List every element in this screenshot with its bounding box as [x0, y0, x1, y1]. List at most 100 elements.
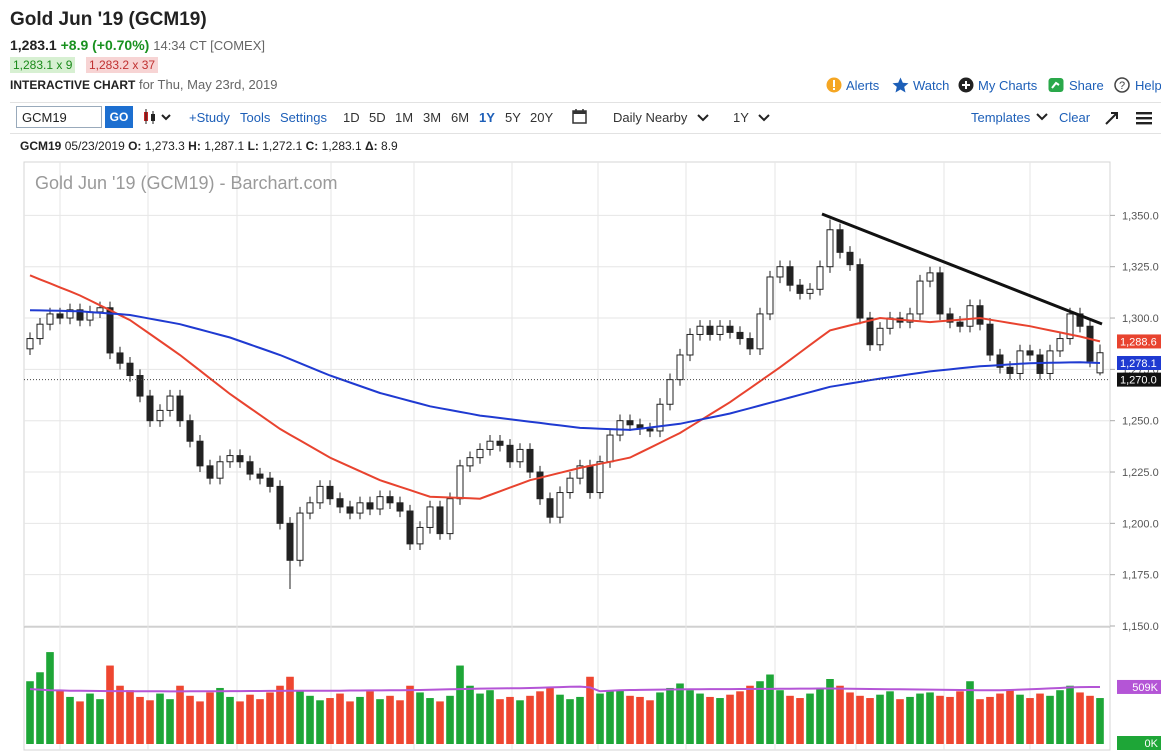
- y-tick-label: 1,300.0: [1122, 313, 1159, 325]
- candle-body: [266, 477, 274, 487]
- volume-bar: [566, 699, 574, 744]
- candle-body: [196, 440, 204, 467]
- expand-button[interactable]: [1104, 110, 1120, 126]
- candle-body: [426, 506, 434, 528]
- candle-body: [576, 465, 584, 479]
- range-button[interactable]: 1D: [343, 110, 360, 125]
- candle-body: [786, 266, 794, 286]
- range-button[interactable]: 6M: [451, 110, 470, 125]
- help-link[interactable]: ? Help: [1114, 77, 1161, 93]
- candle-body: [686, 333, 694, 356]
- volume-bar: [716, 698, 724, 744]
- candle-body: [166, 395, 174, 411]
- settings-button[interactable]: Settings: [280, 110, 327, 125]
- volume-bar: [26, 681, 34, 744]
- volume-bar: [46, 652, 54, 744]
- link-text: Alerts: [846, 77, 880, 93]
- chart-date: for Thu, May 23rd, 2019: [138, 77, 278, 92]
- candle-body: [1056, 338, 1064, 352]
- candle-body: [226, 455, 234, 463]
- volume-bar: [706, 696, 714, 744]
- range-button[interactable]: 5Y: [505, 110, 521, 125]
- watch-link[interactable]: Watch: [892, 77, 949, 93]
- volume-bar: [316, 700, 324, 744]
- candle-body: [336, 498, 344, 508]
- range-button[interactable]: 3M: [423, 110, 442, 125]
- price-change: +8.9 (+0.70%): [60, 37, 150, 53]
- calendar-button[interactable]: [572, 108, 588, 124]
- my-charts-link[interactable]: My Charts: [958, 77, 1037, 93]
- chart-type-button[interactable]: [142, 108, 174, 126]
- volume-bar: [916, 693, 924, 744]
- volume-bar: [946, 696, 954, 744]
- my-charts-icon: [958, 77, 974, 93]
- candle-body: [36, 323, 44, 340]
- volume-bar: [306, 695, 314, 744]
- period-select[interactable]: 1Y: [733, 110, 749, 125]
- range-button-active[interactable]: 1Y: [479, 110, 495, 125]
- volume-bar: [526, 695, 534, 744]
- moving-average-line: [29, 309, 1101, 431]
- ohlc-key: L:: [247, 139, 259, 153]
- aggregation-select[interactable]: Daily Nearby: [613, 110, 688, 125]
- candle-body: [26, 338, 34, 350]
- ohlc-bar: GCM19 05/23/2019 O: 1,273.3 H: 1,287.1 L…: [20, 139, 398, 153]
- volume-bar: [456, 665, 464, 744]
- candle-body: [596, 461, 604, 494]
- go-button[interactable]: GO: [105, 106, 133, 128]
- vertical-grid: [59, 162, 1031, 750]
- share-link[interactable]: Share: [1048, 77, 1104, 93]
- menu-button[interactable]: [1135, 110, 1153, 126]
- volume-bar: [36, 672, 44, 744]
- candle-body: [816, 266, 824, 290]
- ohlc-key: H:: [188, 139, 201, 153]
- volume-bar: [256, 699, 264, 744]
- ohlc-date: 05/23/2019: [64, 139, 125, 153]
- templates-button[interactable]: Templates: [971, 110, 1031, 125]
- candle-body: [446, 498, 454, 535]
- candle-body: [976, 305, 984, 325]
- symbol-input[interactable]: GCM19: [16, 106, 102, 128]
- volume-bar: [296, 690, 304, 744]
- candle-body: [616, 420, 624, 436]
- candle-body: [536, 471, 544, 500]
- volume-bar: [146, 700, 154, 744]
- volume-bar: [1046, 695, 1054, 744]
- toolbar: [10, 102, 1161, 134]
- volume-bar: [336, 693, 344, 744]
- volume-bar: [516, 700, 524, 744]
- candle-body: [626, 420, 634, 426]
- alerts-link[interactable]: Alerts: [826, 77, 879, 93]
- candle-body: [646, 428, 654, 432]
- range-button[interactable]: 5D: [369, 110, 386, 125]
- candle-body: [236, 455, 244, 463]
- ohlc-key: O:: [128, 139, 142, 153]
- volume-bar: [1086, 695, 1094, 744]
- candle-body: [926, 272, 934, 282]
- tools-button[interactable]: Tools: [240, 110, 271, 125]
- candle-body: [286, 522, 294, 561]
- volume-bar: [276, 685, 284, 744]
- candle-body: [726, 325, 734, 333]
- ask: 1,283.2 x 37: [86, 57, 159, 73]
- volume-bar: [596, 693, 604, 744]
- candle-body: [676, 354, 684, 381]
- candle-body: [766, 276, 774, 315]
- range-button[interactable]: 1M: [395, 110, 414, 125]
- candle-body: [306, 502, 314, 514]
- volume-bar: [686, 690, 694, 744]
- study-button[interactable]: +Study: [189, 110, 230, 125]
- volume-bar: [906, 696, 914, 744]
- candle-body: [476, 448, 484, 459]
- volume-bar: [1096, 698, 1104, 744]
- volume-bar: [876, 694, 884, 744]
- price-tag: [1117, 334, 1161, 349]
- candle-body: [696, 325, 704, 335]
- clear-button[interactable]: Clear: [1059, 110, 1091, 125]
- link-text: Help: [1135, 77, 1161, 93]
- price-tag-label: 1,270.0: [1120, 375, 1157, 387]
- alerts-icon: [826, 77, 842, 93]
- candle-body: [526, 448, 534, 473]
- volume-bar: [366, 691, 374, 744]
- range-button[interactable]: 20Y: [530, 110, 554, 125]
